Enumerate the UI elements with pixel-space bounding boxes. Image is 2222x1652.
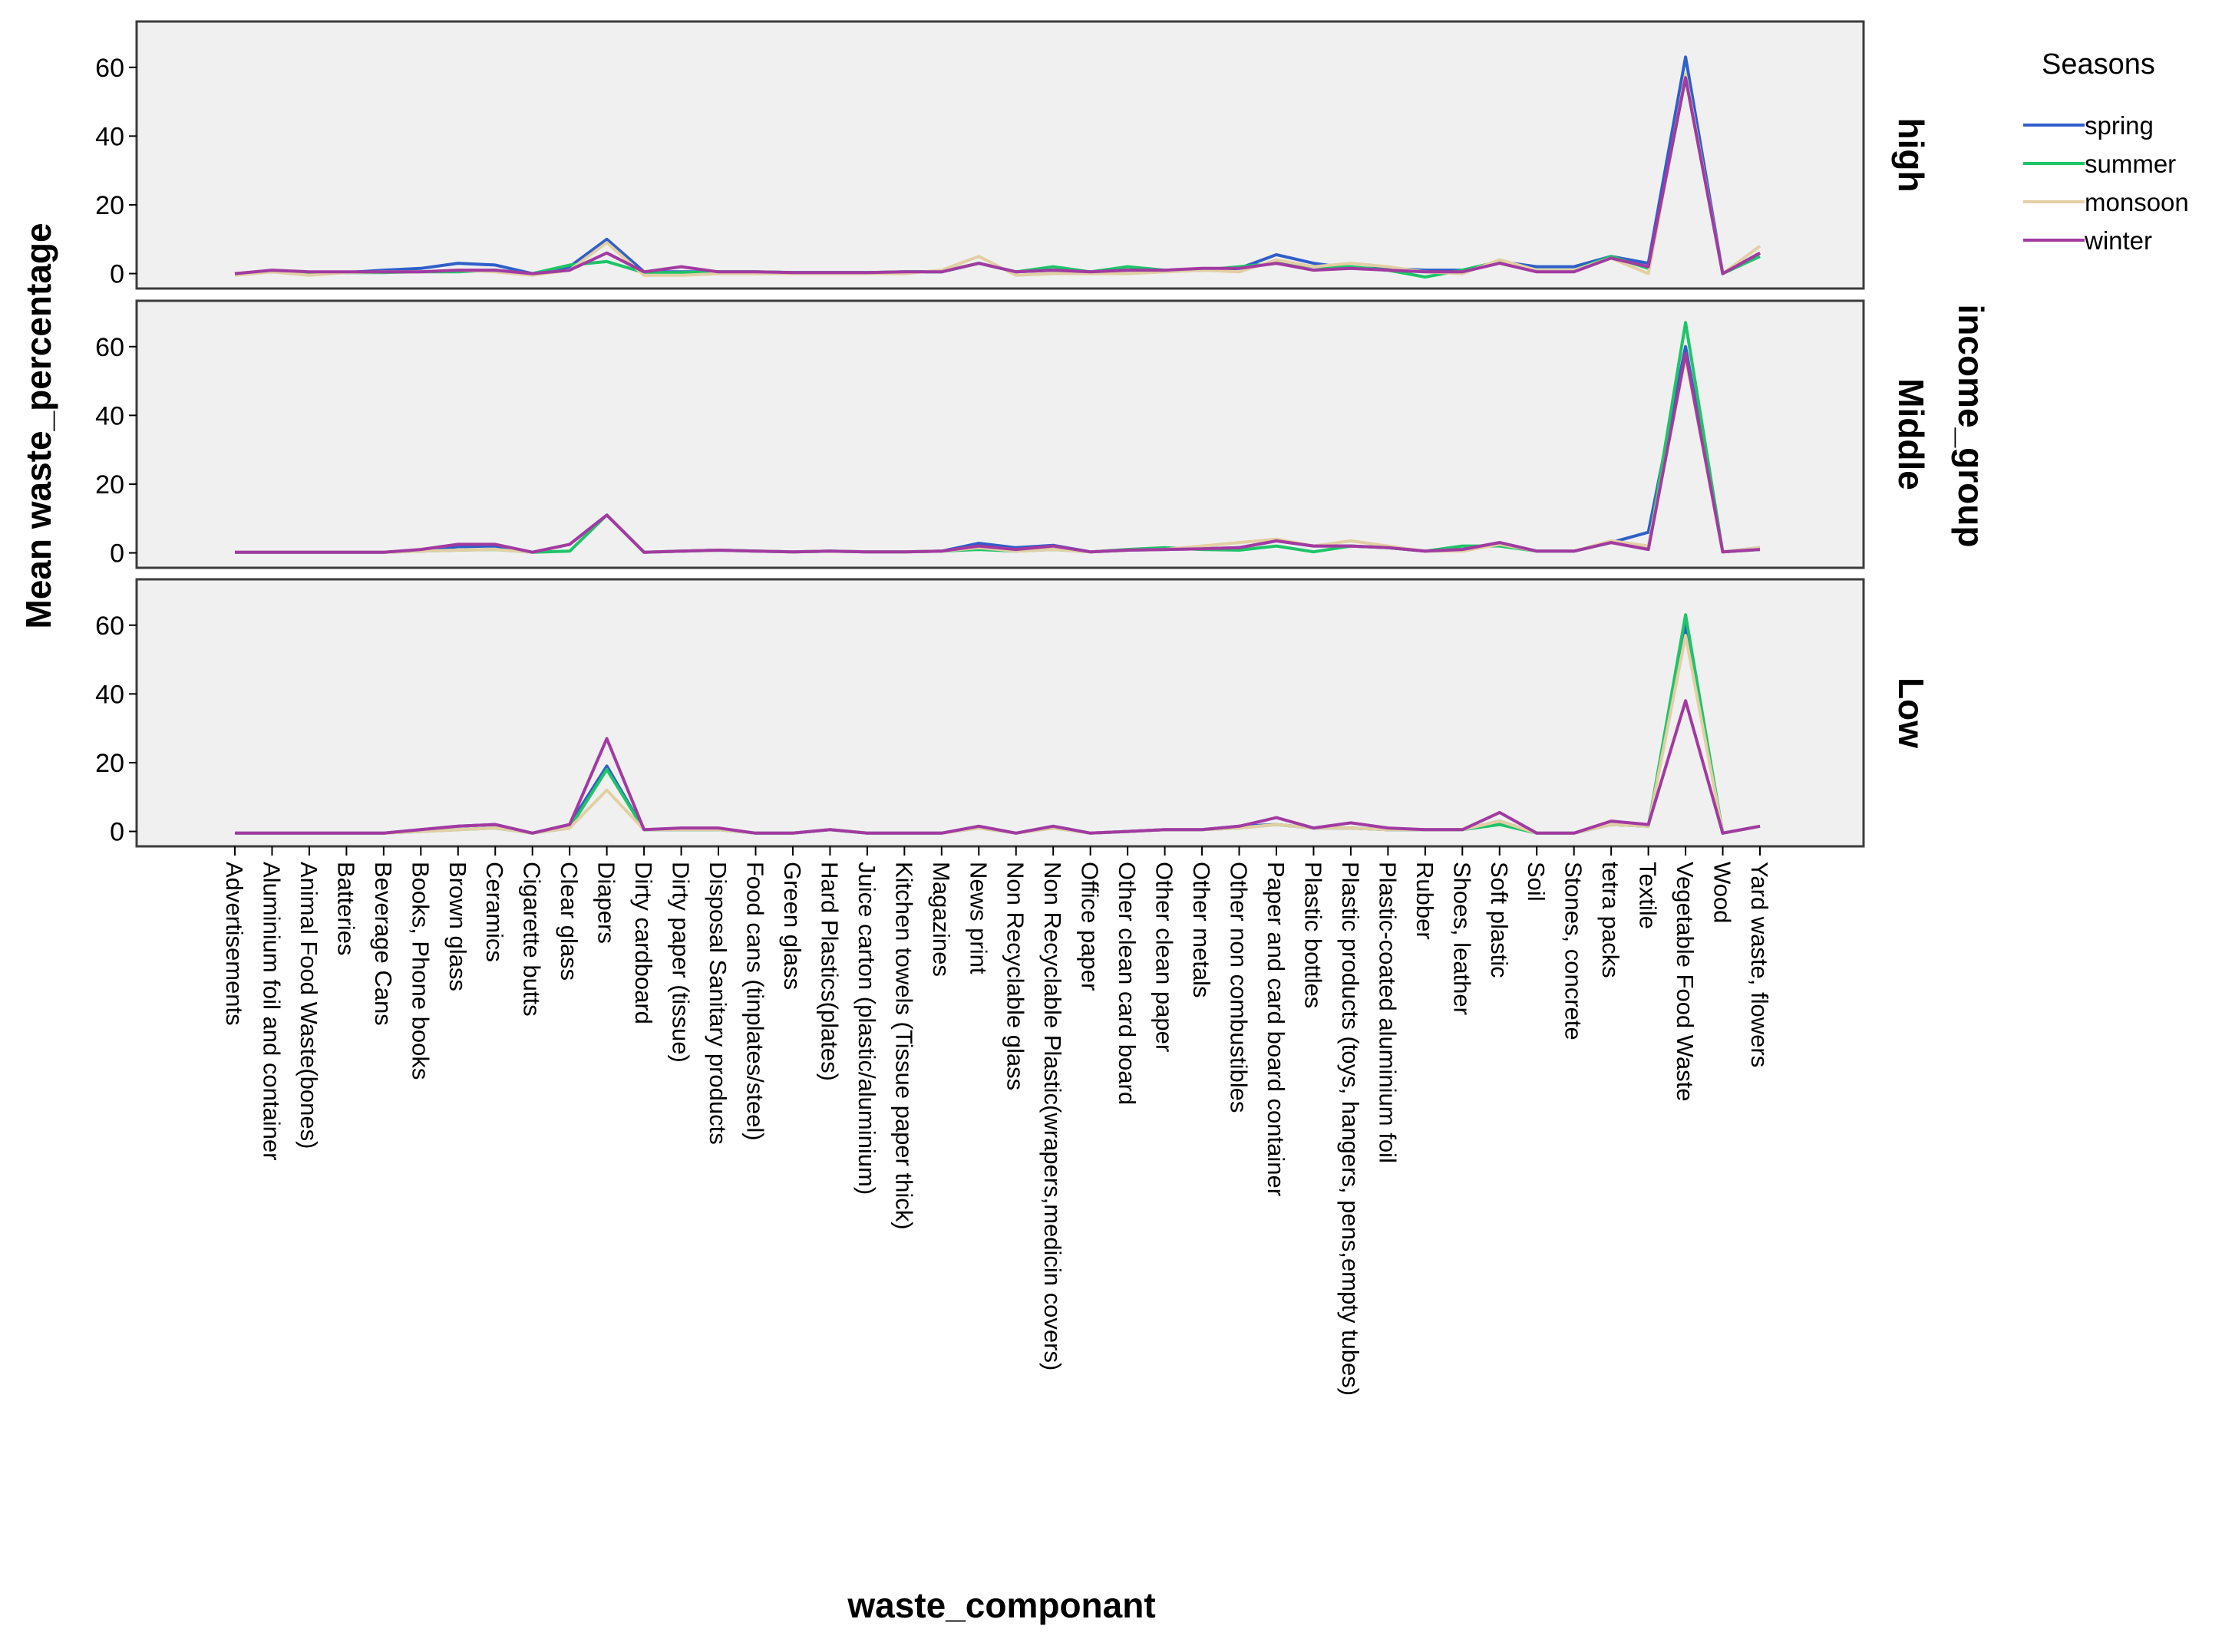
x-tick-label: Magazines [928, 862, 955, 977]
x-tick-label: Soft plastic [1486, 862, 1513, 978]
panel-low: 0 20 40 60 Low [95, 578, 1931, 848]
x-tick-label: Yard waste, flowers [1746, 862, 1773, 1067]
legend: Seasons spring summer monsoon winter [2023, 48, 2189, 255]
x-tick-label: Green glass [779, 862, 806, 990]
x-axis-title: waste_componant [847, 1585, 1155, 1625]
x-tick-label: Plastic products (toys, hangers, pens,em… [1337, 862, 1364, 1396]
y-axis-title: Mean waste_percentage [18, 223, 58, 628]
facet-label: Middle [1891, 378, 1931, 490]
x-tick-label: Other clean paper [1151, 862, 1178, 1052]
x-tick-label: Kitchen towels (Tissue paper thick) [890, 862, 917, 1230]
x-axis: Advertisements Aluminium foil and contain… [221, 846, 1773, 1396]
x-tick-label: Disposal Sanitary products [705, 862, 731, 1145]
y-tick-label: 0 [110, 818, 124, 847]
x-tick-label: Books, Phone books [407, 862, 434, 1080]
y-tick-label: 40 [95, 401, 124, 430]
x-tick-label: Stones, concrete [1560, 862, 1587, 1040]
facet-label: Low [1891, 678, 1931, 748]
x-tick-label: Brown glass [444, 862, 471, 991]
facet-title: income_group [1951, 305, 1991, 548]
x-tick-label: Dirty cardboard [630, 862, 657, 1024]
x-tick-label: Animal Food Waste(bones) [295, 862, 322, 1149]
x-tick-label: Other clean card board [1114, 862, 1141, 1105]
x-tick-label: Paper and card board container [1263, 862, 1289, 1196]
y-tick-label: 60 [95, 612, 124, 641]
series-line-winter [235, 699, 1761, 835]
legend-title: Seasons [2042, 48, 2155, 81]
x-tick-label: Other metals [1188, 862, 1215, 997]
facet-label: high [1891, 117, 1931, 192]
x-tick-label: Ceramics [481, 862, 508, 962]
panel-background [135, 20, 1865, 290]
panels-layer: 0 20 40 60 high 0 20 40 60 Middle 0 20 40 60 Low [95, 20, 1931, 848]
x-tick-label: Food cans (tinplates/steel) [741, 862, 768, 1141]
x-tick-label: Shoes, leather [1448, 862, 1475, 1015]
series-line-winter [234, 76, 1761, 275]
x-tick-label: Office paper [1077, 862, 1104, 991]
x-tick-label: Non Recyclable glass [1002, 862, 1029, 1090]
y-tick-label: 0 [110, 260, 124, 289]
x-tick-label: Plastic-coated aluminium foil [1374, 862, 1401, 1163]
panel-high: 0 20 40 60 high [95, 20, 1931, 290]
x-tick-label: Plastic bottles [1299, 862, 1326, 1008]
x-tick-label: Hard Plastics(plates) [816, 862, 843, 1081]
legend-label-summer: summer [2085, 150, 2176, 178]
panel-background [135, 299, 1865, 569]
x-tick-label: Non Recyclable Plastic(wrapers,medicin c… [1039, 862, 1066, 1370]
y-tick-label: 20 [95, 749, 124, 778]
legend-label-spring: spring [2085, 111, 2154, 140]
x-tick-label: Textile [1635, 862, 1662, 929]
x-tick-label: Soil [1523, 862, 1550, 902]
x-tick-label: Rubber [1411, 862, 1438, 940]
y-tick-label: 20 [95, 191, 124, 220]
x-tick-label: Wood [1709, 862, 1736, 923]
x-tick-label: Aluminium foil and container [258, 862, 285, 1160]
y-tick-label: 0 [110, 539, 124, 569]
x-tick-label: tetra packs [1597, 862, 1624, 978]
legend-label-monsoon: monsoon [2085, 188, 2189, 216]
x-tick-label: News print [965, 862, 992, 974]
x-tick-label: Clear glass [556, 862, 583, 981]
legend-label-winter: winter [2084, 226, 2152, 255]
y-tick-label: 60 [95, 333, 124, 362]
y-tick-label: 40 [95, 122, 124, 151]
y-tick-label: 60 [95, 54, 124, 83]
x-tick-label: Cigarette butts [519, 862, 546, 1017]
y-tick-label: 40 [95, 680, 124, 709]
panel-background [135, 578, 1865, 848]
x-tick-label: Batteries [332, 862, 359, 955]
series-line-winter [235, 351, 1761, 554]
x-tick-label: Dirty paper (tissue) [668, 862, 695, 1063]
panel-middle: 0 20 40 60 Middle [95, 299, 1931, 569]
x-tick-label: Juice carton (plastic/aluminium) [853, 862, 880, 1195]
x-tick-label: Other non combustibles [1226, 862, 1253, 1113]
x-tick-label: Vegetable Food Waste [1672, 862, 1699, 1102]
y-tick-label: 20 [95, 470, 124, 500]
x-tick-label: Beverage Cans [370, 862, 397, 1026]
x-tick-label: Diapers [593, 862, 620, 944]
x-tick-label: Advertisements [221, 862, 248, 1026]
